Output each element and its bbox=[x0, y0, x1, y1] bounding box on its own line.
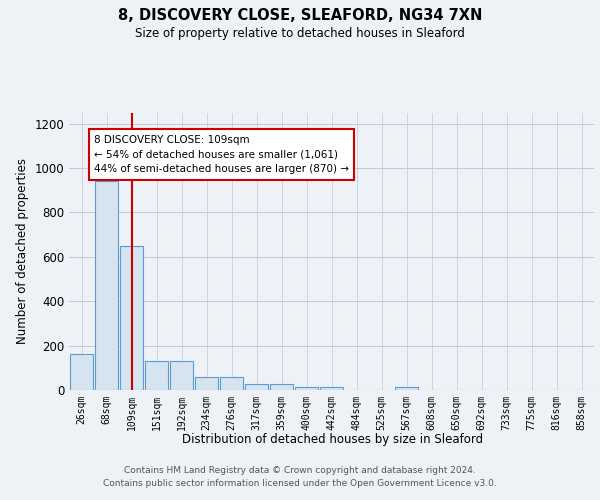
Bar bbox=[269, 384, 293, 390]
Text: Contains HM Land Registry data © Crown copyright and database right 2024.
Contai: Contains HM Land Registry data © Crown c… bbox=[103, 466, 497, 487]
Bar bbox=[220, 376, 244, 390]
Bar bbox=[295, 388, 319, 390]
Text: Distribution of detached houses by size in Sleaford: Distribution of detached houses by size … bbox=[182, 432, 484, 446]
Bar bbox=[395, 388, 418, 390]
Bar bbox=[145, 361, 169, 390]
Bar bbox=[119, 246, 143, 390]
Bar bbox=[320, 388, 343, 390]
Bar bbox=[245, 384, 268, 390]
Bar bbox=[170, 361, 193, 390]
Bar bbox=[194, 376, 218, 390]
Text: 8, DISCOVERY CLOSE, SLEAFORD, NG34 7XN: 8, DISCOVERY CLOSE, SLEAFORD, NG34 7XN bbox=[118, 8, 482, 22]
Bar bbox=[70, 354, 94, 390]
Text: Size of property relative to detached houses in Sleaford: Size of property relative to detached ho… bbox=[135, 28, 465, 40]
Y-axis label: Number of detached properties: Number of detached properties bbox=[16, 158, 29, 344]
Text: 8 DISCOVERY CLOSE: 109sqm
← 54% of detached houses are smaller (1,061)
44% of se: 8 DISCOVERY CLOSE: 109sqm ← 54% of detac… bbox=[94, 134, 349, 174]
Bar bbox=[95, 182, 118, 390]
